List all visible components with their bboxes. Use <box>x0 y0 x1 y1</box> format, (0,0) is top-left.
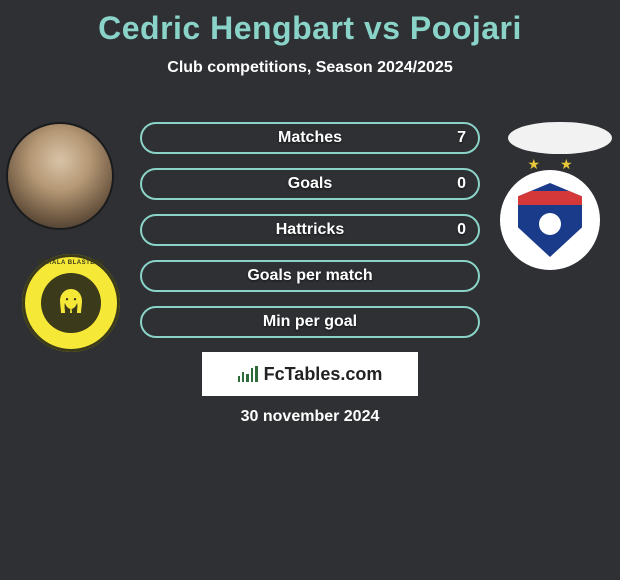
player-left-avatar <box>8 124 112 228</box>
stat-value-right: 0 <box>457 221 466 239</box>
subtitle: Club competitions, Season 2024/2025 <box>0 59 620 77</box>
stats-container: Matches 7 Goals 0 Hattricks 0 Goals per match M… <box>140 122 480 352</box>
stat-label: Min per goal <box>263 313 357 331</box>
club-left-badge: KERALA BLASTERS <box>22 254 120 352</box>
brand-badge: FcTables.com <box>202 352 418 396</box>
stat-label: Hattricks <box>276 221 344 239</box>
club-left-elephant-icon <box>41 273 101 333</box>
club-right-shield-icon <box>518 183 582 257</box>
stat-value-right: 7 <box>457 129 466 147</box>
stat-row: Goals per match <box>140 260 480 292</box>
stat-label: Matches <box>278 129 342 147</box>
brand-text: FcTables.com <box>264 364 383 385</box>
club-right-stars-icon: ★★ <box>527 156 572 173</box>
club-right-badge: ★★ <box>500 170 600 270</box>
stat-label: Goals per match <box>247 267 372 285</box>
stat-row: Matches 7 <box>140 122 480 154</box>
page-title: Cedric Hengbart vs Poojari <box>0 0 620 47</box>
stat-row: Hattricks 0 <box>140 214 480 246</box>
player-right-avatar <box>508 122 612 154</box>
stat-row: Min per goal <box>140 306 480 338</box>
brand-chart-icon <box>238 366 258 382</box>
date-text: 30 november 2024 <box>0 408 620 426</box>
stat-value-right: 0 <box>457 175 466 193</box>
club-left-name-arc: KERALA BLASTERS <box>38 260 104 266</box>
stat-label: Goals <box>288 175 332 193</box>
stat-row: Goals 0 <box>140 168 480 200</box>
